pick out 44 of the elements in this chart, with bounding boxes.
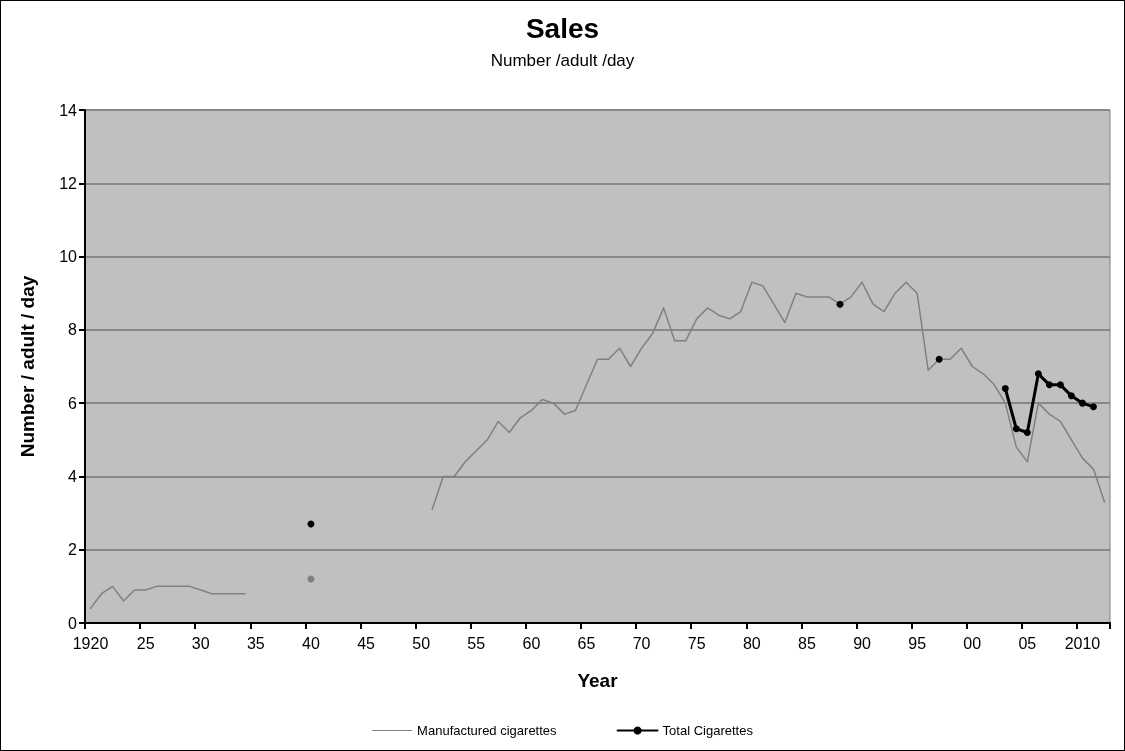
y-axis-title: Number / adult / day — [17, 275, 38, 458]
x-axis-title: Year — [577, 670, 619, 691]
x-tick-label: 85 — [798, 634, 816, 652]
y-tick-label: 14 — [59, 101, 78, 119]
y-tick-label: 4 — [68, 467, 78, 485]
x-tick-label: 75 — [687, 634, 706, 652]
y-tick-label: 0 — [68, 614, 78, 632]
x-tick-label: 90 — [853, 634, 872, 652]
y-tick-label: 10 — [59, 248, 78, 266]
x-tick-label: 1920 — [72, 634, 109, 652]
x-tick-label: 45 — [357, 634, 376, 652]
point — [1067, 392, 1075, 400]
x-tick-label: 70 — [632, 634, 651, 652]
x-tick-label: 95 — [908, 634, 927, 652]
x-tick-label: 60 — [522, 634, 541, 652]
legend-label: Total Cigarettes — [662, 723, 754, 738]
point — [1034, 370, 1042, 378]
point — [1001, 384, 1009, 392]
chart-subtitle: Number /adult /day — [490, 51, 635, 70]
point — [1089, 403, 1097, 411]
x-tick-label: 35 — [246, 634, 265, 652]
x-tick-label: 80 — [742, 634, 761, 652]
point — [1045, 381, 1053, 389]
x-tick-label: 30 — [191, 634, 210, 652]
x-tick-label: 55 — [467, 634, 486, 652]
y-tick-label: 2 — [68, 541, 78, 559]
point — [1023, 428, 1031, 436]
point — [935, 355, 943, 363]
chart-title: Sales — [525, 12, 600, 44]
x-tick-label: 05 — [1018, 634, 1037, 652]
x-tick-label: 25 — [136, 634, 155, 652]
x-tick-label: 65 — [577, 634, 596, 652]
point — [1056, 381, 1064, 389]
x-tick-label: 50 — [412, 634, 431, 652]
y-tick-label: 8 — [68, 321, 78, 339]
x-tick-label: 40 — [302, 634, 320, 652]
x-tick-label: 00 — [963, 634, 982, 652]
point — [836, 300, 844, 308]
point — [1012, 425, 1020, 433]
x-tick-label: 2010 — [1064, 634, 1101, 652]
y-tick-label: 12 — [59, 174, 78, 192]
point — [1078, 399, 1086, 407]
legend-label: Manufactured cigarettes — [417, 723, 558, 738]
y-tick-label: 6 — [68, 394, 78, 412]
